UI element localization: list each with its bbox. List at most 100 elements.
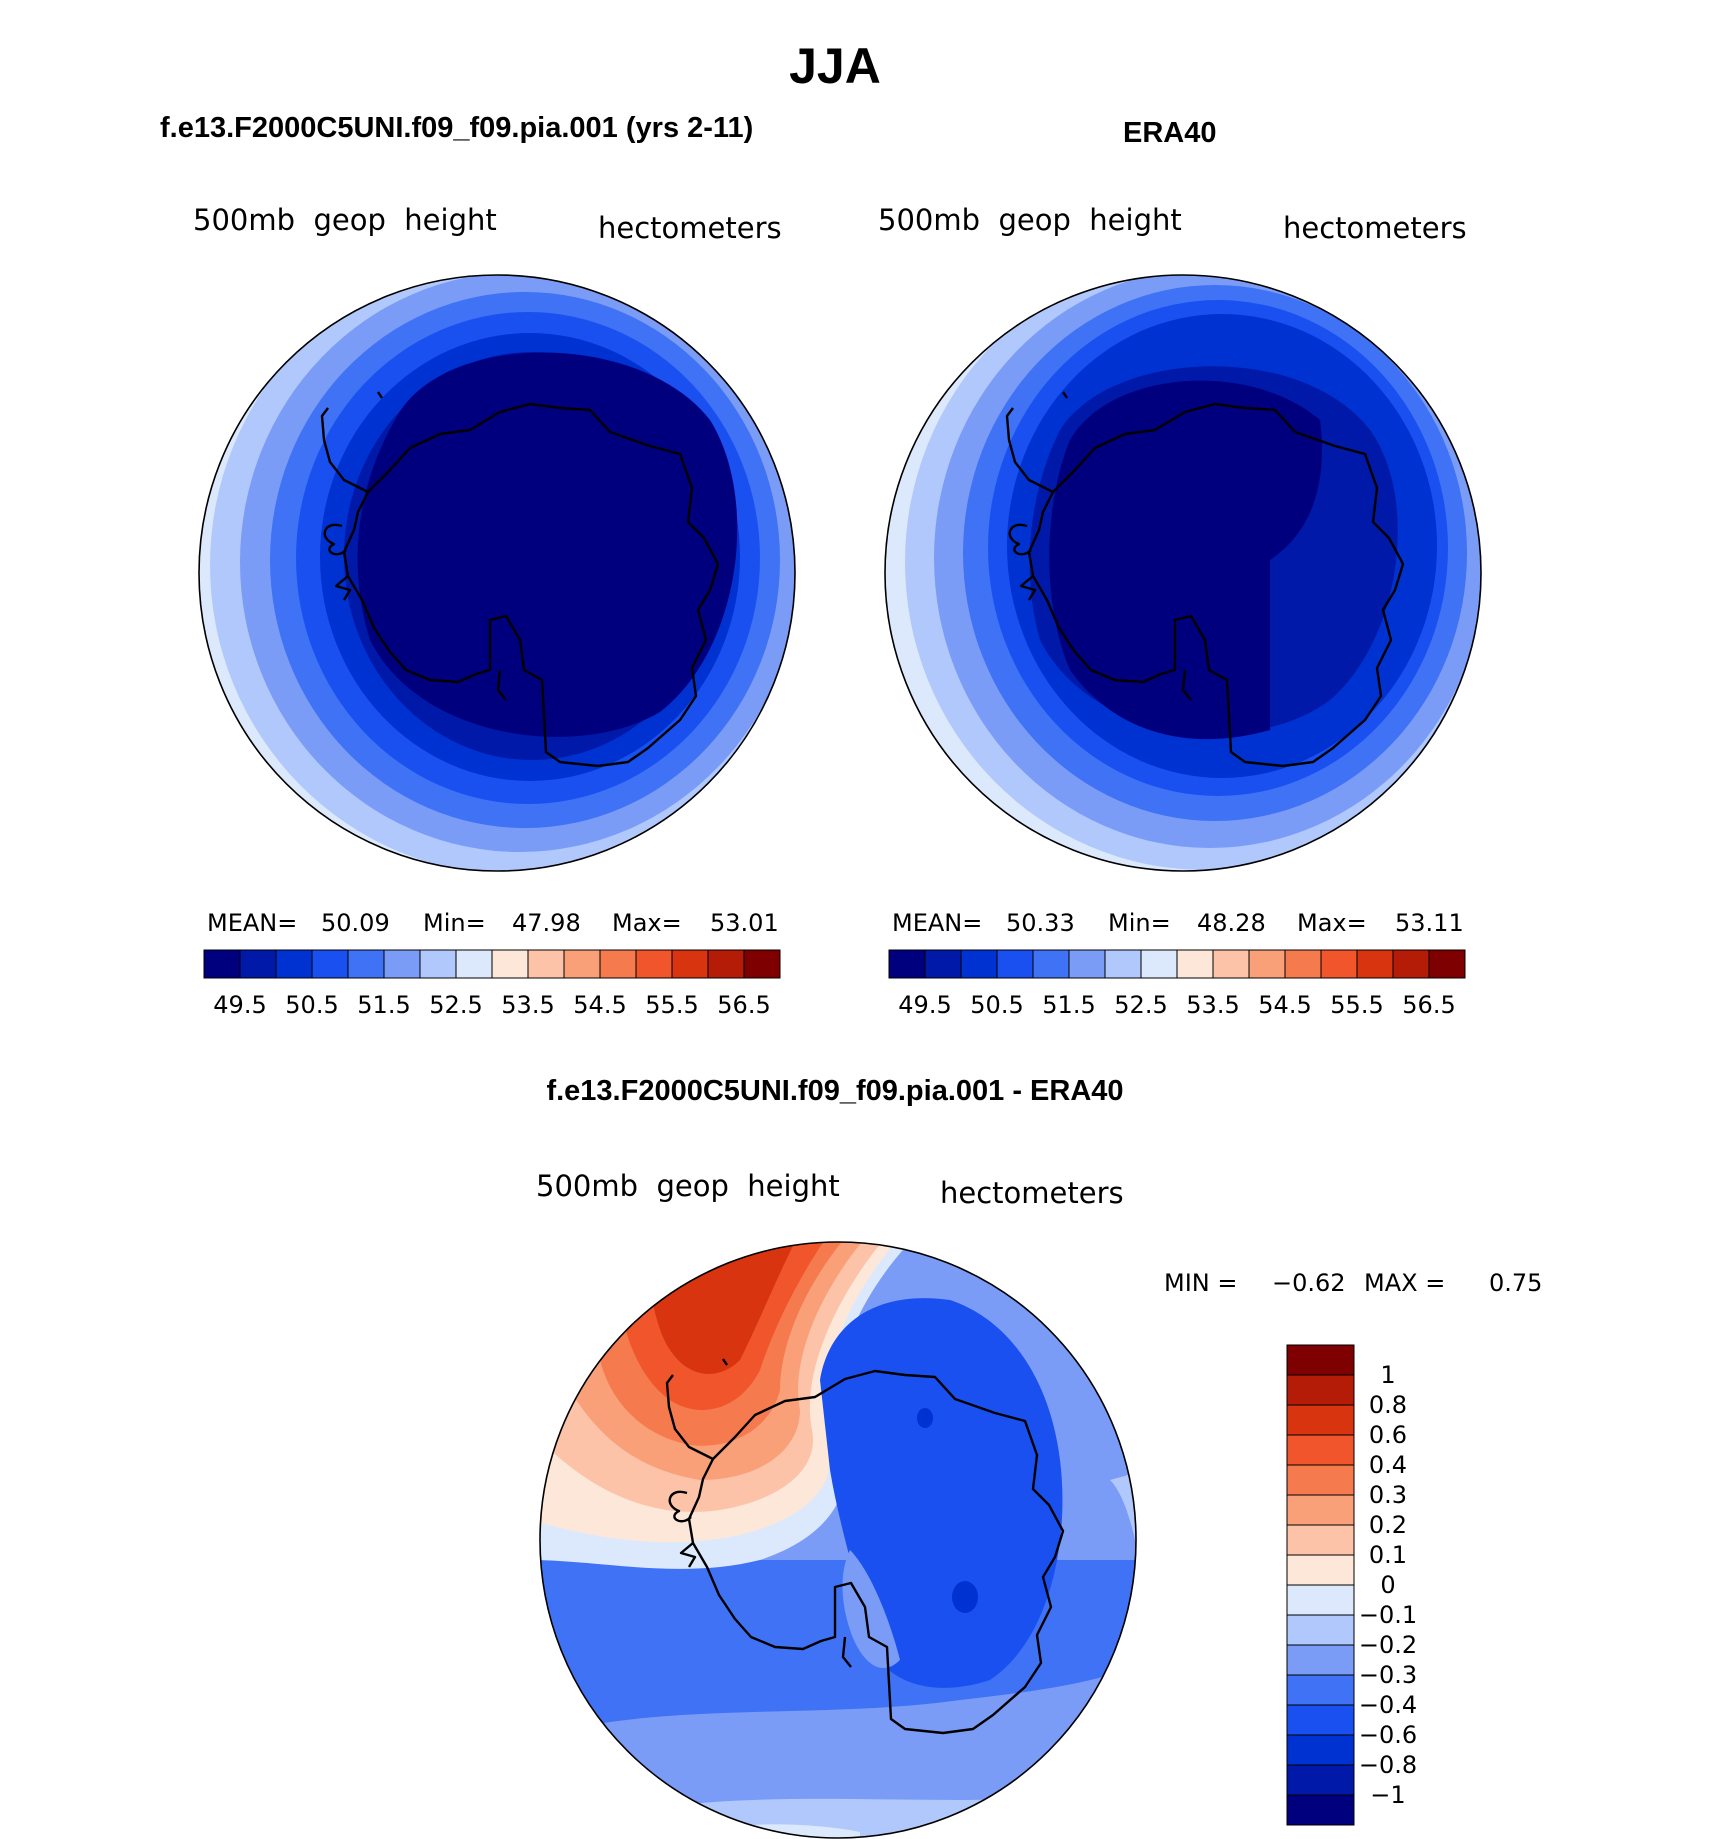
panel-diff-units: hectometers bbox=[940, 1176, 1124, 1210]
colorbar-diff-tick-label: −0.6 bbox=[1359, 1721, 1417, 1749]
panel-model-max: 53.01 bbox=[710, 909, 779, 937]
polar-map-model bbox=[198, 274, 796, 872]
colorbar-obs-swatch bbox=[1356, 949, 1394, 979]
colorbar-obs: 49.5 50.5 51.5 52.5 53.5 54.5 55.5 56.5 bbox=[888, 949, 1466, 1019]
panel-model-min-label: Min= bbox=[423, 909, 486, 937]
colorbar-diff-swatch bbox=[1286, 1794, 1355, 1826]
colorbar-obs-swatch bbox=[1032, 949, 1070, 979]
colorbar-diff-swatch bbox=[1286, 1704, 1355, 1736]
panel-diff-min: −0.62 bbox=[1272, 1269, 1346, 1297]
colorbar-diff-swatch bbox=[1286, 1614, 1355, 1646]
colorbar-model-swatch bbox=[563, 949, 601, 979]
colorbar-model-swatch bbox=[671, 949, 709, 979]
colorbar-model-tick-label: 51.5 bbox=[357, 991, 410, 1019]
panel-model-title: f.e13.F2000C5UNI.f09_f09.pia.001 (yrs 2-… bbox=[160, 112, 753, 144]
colorbar-diff-tick-label: 0.4 bbox=[1369, 1451, 1407, 1479]
colorbar-model-swatch bbox=[311, 949, 349, 979]
colorbar-diff-tick-label: 0.2 bbox=[1369, 1511, 1407, 1539]
colorbar-model-tick-label: 56.5 bbox=[717, 991, 770, 1019]
colorbar-model-tick-label: 52.5 bbox=[429, 991, 482, 1019]
panel-model-variable: 500mb geop height bbox=[193, 203, 497, 237]
colorbar-diff-tick-label: −0.4 bbox=[1359, 1691, 1417, 1719]
figure-title: JJA bbox=[789, 38, 881, 94]
colorbar-model-tick-label: 49.5 bbox=[213, 991, 266, 1019]
panel-diff-max: 0.75 bbox=[1489, 1269, 1542, 1297]
colorbar-diff-swatch bbox=[1286, 1434, 1355, 1466]
colorbar-model-swatch bbox=[599, 949, 637, 979]
panel-diff-max-label: MAX = bbox=[1364, 1269, 1445, 1297]
colorbar-diff-tick-label: 0.1 bbox=[1369, 1541, 1407, 1569]
colorbar-model-tick-label: 53.5 bbox=[501, 991, 554, 1019]
panel-diff: f.e13.F2000C5UNI.f09_f09.pia.001 - ERA40… bbox=[536, 1075, 1542, 1839]
colorbar-obs-tick-label: 56.5 bbox=[1402, 991, 1455, 1019]
colorbar-diff-tick-label: −0.1 bbox=[1359, 1601, 1417, 1629]
panel-model-mean-label: MEAN= bbox=[207, 909, 297, 937]
colorbar-obs-tick-label: 51.5 bbox=[1042, 991, 1095, 1019]
panel-obs-variable: 500mb geop height bbox=[878, 203, 1182, 237]
colorbar-diff-swatch bbox=[1286, 1404, 1355, 1436]
panel-obs-max: 53.11 bbox=[1395, 909, 1464, 937]
colorbar-diff-swatch bbox=[1286, 1374, 1355, 1406]
colorbar-diff-tick-label: 1 bbox=[1380, 1361, 1395, 1389]
panel-diff-variable: 500mb geop height bbox=[536, 1169, 840, 1203]
colorbar-model-tick-label: 55.5 bbox=[645, 991, 698, 1019]
colorbar-diff-tick-label: −0.2 bbox=[1359, 1631, 1417, 1659]
colorbar-model-tick-label: 50.5 bbox=[285, 991, 338, 1019]
colorbar-diff-tick-label: −1 bbox=[1370, 1781, 1405, 1809]
colorbar-obs-tick-label: 55.5 bbox=[1330, 991, 1383, 1019]
polar-map-diff bbox=[539, 1241, 1137, 1839]
panel-obs-units: hectometers bbox=[1283, 211, 1467, 245]
panel-model: f.e13.F2000C5UNI.f09_f09.pia.001 (yrs 2-… bbox=[160, 112, 796, 1019]
colorbar-obs-tick-label: 52.5 bbox=[1114, 991, 1167, 1019]
colorbar-diff-swatch bbox=[1286, 1734, 1355, 1766]
colorbar-diff-tick-label: −0.3 bbox=[1359, 1661, 1417, 1689]
panel-obs: ERA40 500mb geop height hectometers MEAN… bbox=[878, 117, 1482, 1019]
panel-obs-min: 48.28 bbox=[1197, 909, 1266, 937]
colorbar-model-swatch bbox=[527, 949, 565, 979]
colorbar-diff-swatch bbox=[1286, 1764, 1355, 1796]
colorbar-model-swatch bbox=[635, 949, 673, 979]
colorbar-obs-swatch bbox=[1140, 949, 1178, 979]
colorbar-model-swatch bbox=[203, 949, 241, 979]
colorbar-obs-swatch bbox=[1392, 949, 1430, 979]
colorbar-diff-tick-label: 0.8 bbox=[1369, 1391, 1407, 1419]
colorbar-diff-tick-label: 0 bbox=[1380, 1571, 1395, 1599]
colorbar-obs-swatch bbox=[996, 949, 1034, 979]
colorbar-obs-swatch bbox=[1284, 949, 1322, 979]
colorbar-diff-swatch bbox=[1286, 1344, 1355, 1376]
colorbar-model-swatch bbox=[383, 949, 421, 979]
colorbar-obs-swatch bbox=[1320, 949, 1358, 979]
colorbar-model: 49.5 50.5 51.5 52.5 53.5 54.5 55.5 56.5 bbox=[203, 949, 781, 1019]
panel-obs-max-label: Max= bbox=[1297, 909, 1367, 937]
colorbar-diff-tick-label: 0.3 bbox=[1369, 1481, 1407, 1509]
colorbar-diff-tick-label: 0.6 bbox=[1369, 1421, 1407, 1449]
panel-model-max-label: Max= bbox=[612, 909, 682, 937]
colorbar-obs-tick-label: 54.5 bbox=[1258, 991, 1311, 1019]
colorbar-diff-swatch bbox=[1286, 1644, 1355, 1676]
colorbar-obs-swatch bbox=[1428, 949, 1466, 979]
panel-model-units: hectometers bbox=[598, 211, 782, 245]
colorbar-obs-tick-label: 53.5 bbox=[1186, 991, 1239, 1019]
panel-model-mean: 50.09 bbox=[321, 909, 390, 937]
colorbar-obs-swatch bbox=[1068, 949, 1106, 979]
polar-map-obs bbox=[884, 274, 1482, 872]
colorbar-obs-swatch bbox=[1212, 949, 1250, 979]
colorbar-model-swatch bbox=[419, 949, 457, 979]
colorbar-obs-swatch bbox=[1104, 949, 1142, 979]
colorbar-diff-swatch bbox=[1286, 1584, 1355, 1616]
colorbar-diff-swatch bbox=[1286, 1494, 1355, 1526]
colorbar-diff-swatch bbox=[1286, 1464, 1355, 1496]
colorbar-model-swatch bbox=[455, 949, 493, 979]
colorbar-diff-tick-label: −0.8 bbox=[1359, 1751, 1417, 1779]
colorbar-obs-swatch bbox=[888, 949, 926, 979]
colorbar-model-tick-label: 54.5 bbox=[573, 991, 626, 1019]
colorbar-diff: 10.80.60.40.30.20.10−0.1−0.2−0.3−0.4−0.6… bbox=[1286, 1344, 1417, 1826]
colorbar-obs-swatch bbox=[960, 949, 998, 979]
panel-diff-min-label: MIN = bbox=[1164, 1269, 1237, 1297]
panel-obs-min-label: Min= bbox=[1108, 909, 1171, 937]
panel-model-min: 47.98 bbox=[512, 909, 581, 937]
colorbar-diff-swatch bbox=[1286, 1554, 1355, 1586]
colorbar-obs-tick-label: 50.5 bbox=[970, 991, 1023, 1019]
colorbar-diff-swatch bbox=[1286, 1524, 1355, 1556]
